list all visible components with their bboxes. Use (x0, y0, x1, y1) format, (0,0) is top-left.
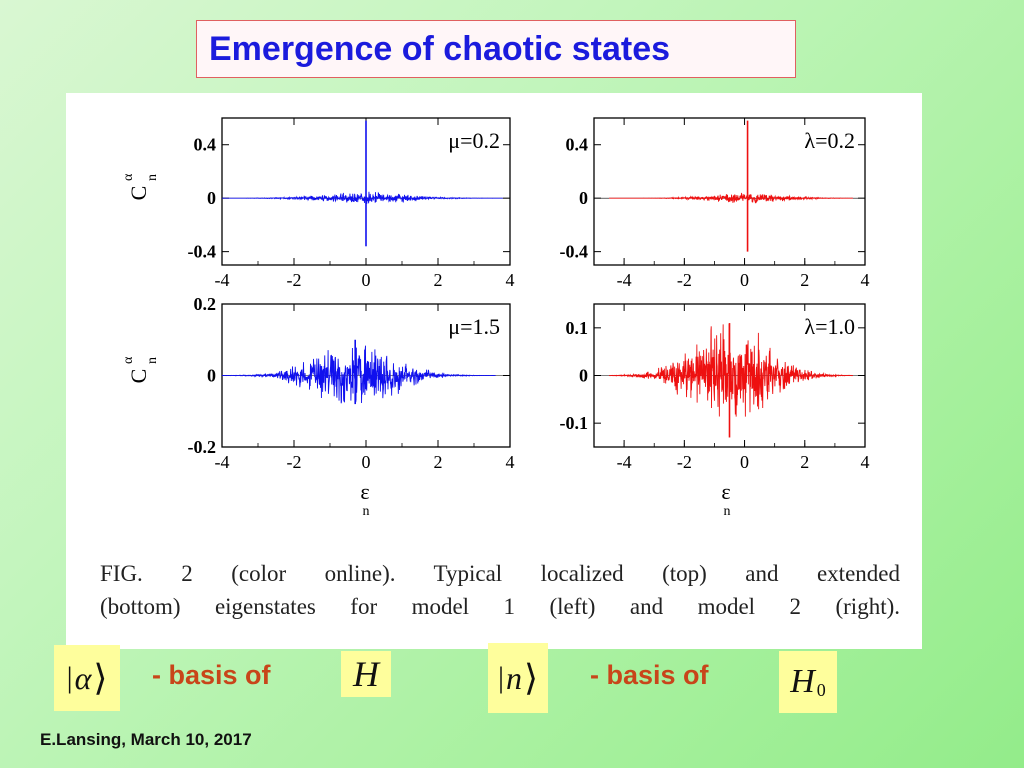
y-tick-label: -0.4 (188, 242, 217, 262)
x-tick-label: -2 (677, 452, 692, 472)
plot-annotation: μ=0.2 (448, 128, 500, 153)
ket-n-symbol: n (505, 659, 522, 696)
y-axis-label: Cα n (121, 173, 160, 200)
caption-line-2: (bottom) eigenstates for model 1 (left) … (100, 594, 900, 619)
x-tick-label: 2 (800, 452, 809, 472)
svg-text:C: C (126, 186, 151, 201)
svg-text:n: n (363, 504, 370, 519)
x-axis-label: εn (721, 479, 730, 519)
series-trace (609, 192, 853, 204)
ket-alpha-box: | α ⟩ (54, 645, 120, 711)
y-tick-label: 0 (579, 366, 588, 386)
y-tick-label: 0 (579, 188, 588, 208)
y-tick-label: -0.1 (560, 413, 589, 433)
H-box: H (341, 651, 391, 697)
x-axis-label: εn (360, 479, 369, 519)
x-tick-label: -4 (617, 452, 632, 472)
basis-label-H0: - basis of (590, 660, 709, 690)
plot-top-left: -4 -2 0 2 4 0.4 0 -0.4 μ=0.2 (188, 117, 515, 290)
plot-annotation: λ=1.0 (804, 314, 855, 339)
plot-frame (593, 117, 866, 266)
ket-alpha-symbol: α (74, 659, 92, 696)
plot-top-right: -4 -2 0 2 4 0.4 0 -0.4 λ=0.2 (560, 117, 870, 290)
x-tick-label: -4 (215, 452, 230, 472)
x-tick-label: -2 (287, 270, 302, 290)
svg-text:C: C (126, 369, 151, 384)
y-tick-label: -0.2 (188, 437, 217, 457)
x-tick-label: 2 (800, 270, 809, 290)
x-tick-label: 4 (506, 270, 515, 290)
x-tick-label: -4 (215, 270, 230, 290)
x-tick-label: 4 (506, 452, 515, 472)
x-tick-label: 4 (861, 270, 870, 290)
figure-plots: -4 -2 0 2 4 0.4 0 -0.4 μ=0.2 -4 -2 0 2 4 0.4 0 -0.4 λ=0.2… (121, 117, 870, 519)
slide-footer: E.Lansing, March 10, 2017 (40, 730, 252, 749)
H0-symbol: H (790, 663, 815, 700)
y-tick-label: 0.1 (566, 318, 589, 338)
slide-title: Emergence of chaotic states (209, 29, 671, 68)
y-tick-label: 0.4 (194, 135, 217, 155)
basis-label-H: - basis of (152, 660, 271, 690)
svg-text:n: n (145, 174, 160, 181)
x-tick-label: 0 (740, 270, 749, 290)
svg-text:n: n (145, 357, 160, 364)
y-tick-label: 0 (207, 188, 216, 208)
svg-text:ε: ε (360, 479, 369, 504)
plot-bottom-right: -4 -2 0 2 4 0.1 0 -0.1 λ=1.0 (560, 303, 870, 472)
svg-text:ε: ε (721, 479, 730, 504)
y-tick-label: 0.4 (566, 135, 589, 155)
svg-text:n: n (724, 504, 731, 519)
x-tick-label: -4 (617, 270, 632, 290)
x-tick-label: 4 (861, 452, 870, 472)
slide-title-box: Emergence of chaotic states (196, 20, 796, 78)
x-tick-label: -2 (287, 452, 302, 472)
H-symbol: H (353, 654, 379, 694)
svg-text:α: α (121, 356, 136, 364)
plot-annotation: λ=0.2 (804, 128, 855, 153)
svg-text:α: α (121, 173, 136, 181)
figure-panel: -4 -2 0 2 4 0.4 0 -0.4 μ=0.2 -4 -2 0 2 4 0.4 0 -0.4 λ=0.2… (66, 93, 922, 649)
y-tick-label: 0 (207, 366, 216, 386)
x-tick-label: 0 (740, 452, 749, 472)
x-tick-label: 0 (362, 452, 371, 472)
series-trace (608, 323, 853, 417)
y-tick-label: -0.4 (560, 242, 589, 262)
y-tick-label: 0.2 (194, 294, 217, 314)
series-trace (221, 191, 503, 204)
series-trace (221, 345, 496, 404)
x-tick-label: -2 (677, 270, 692, 290)
caption-line-1: FIG. 2 (color online). Typical localized… (100, 561, 900, 586)
H0-subscript: 0 (816, 680, 826, 700)
x-tick-label: 2 (434, 270, 443, 290)
H0-box: H 0 (779, 651, 837, 713)
y-axis-label: Cα n (121, 356, 160, 383)
x-tick-label: 0 (362, 270, 371, 290)
plot-bottom-left: -4 -2 0 2 4 0.2 0 -0.2 μ=1.5 (188, 294, 515, 472)
figure-caption: FIG. 2 (color online). Typical localized… (100, 557, 900, 623)
plot-annotation: μ=1.5 (448, 314, 500, 339)
ket-n-box: | n ⟩ (488, 643, 548, 713)
x-tick-label: 2 (434, 452, 443, 472)
